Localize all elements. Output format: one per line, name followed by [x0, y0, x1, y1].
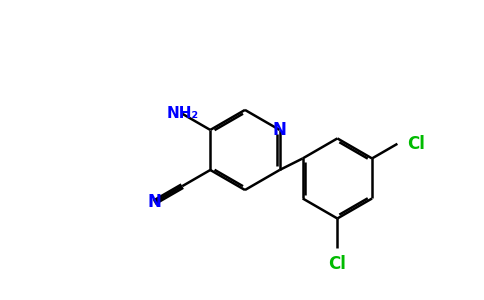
Text: NH₂: NH₂ [166, 106, 198, 121]
Text: Cl: Cl [407, 135, 424, 153]
Text: N: N [272, 121, 287, 139]
Text: Cl: Cl [329, 256, 347, 274]
Text: N: N [147, 193, 161, 211]
